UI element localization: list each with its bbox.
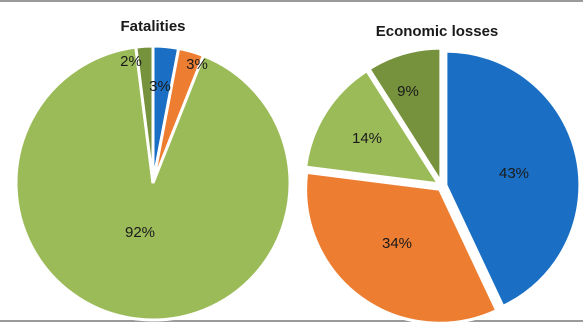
economic-losses-data-label-2: 14% (352, 130, 382, 147)
economic-losses-chart-title: Economic losses (376, 23, 499, 40)
fatalities-data-label-1: 3% (186, 56, 208, 73)
fatalities-slice-3 (134, 44, 155, 184)
economic-losses-slice-1 (304, 170, 499, 324)
economic-losses-data-label-1: 34% (382, 235, 412, 252)
fatalities-chart-title: Fatalities (120, 18, 185, 35)
economic-losses-slice-3 (367, 46, 443, 188)
fatalities-data-label-0: 3% (149, 78, 171, 95)
economic-losses-slice-0 (444, 49, 582, 309)
top-border (0, 0, 583, 2)
fatalities-pie: 3% 3% 92% 2% (14, 44, 292, 322)
fatalities-data-label-3: 2% (120, 53, 142, 70)
economic-losses-data-label-0: 43% (499, 165, 529, 182)
economic-losses-data-label-3: 9% (397, 83, 419, 100)
fatalities-slice-2 (14, 45, 292, 322)
economic-losses-slice-2 (304, 68, 442, 186)
economic-losses-pie: 43% 34% 14% 9% (304, 46, 582, 324)
fatalities-data-label-2: 92% (125, 224, 155, 241)
bottom-border (0, 320, 583, 322)
